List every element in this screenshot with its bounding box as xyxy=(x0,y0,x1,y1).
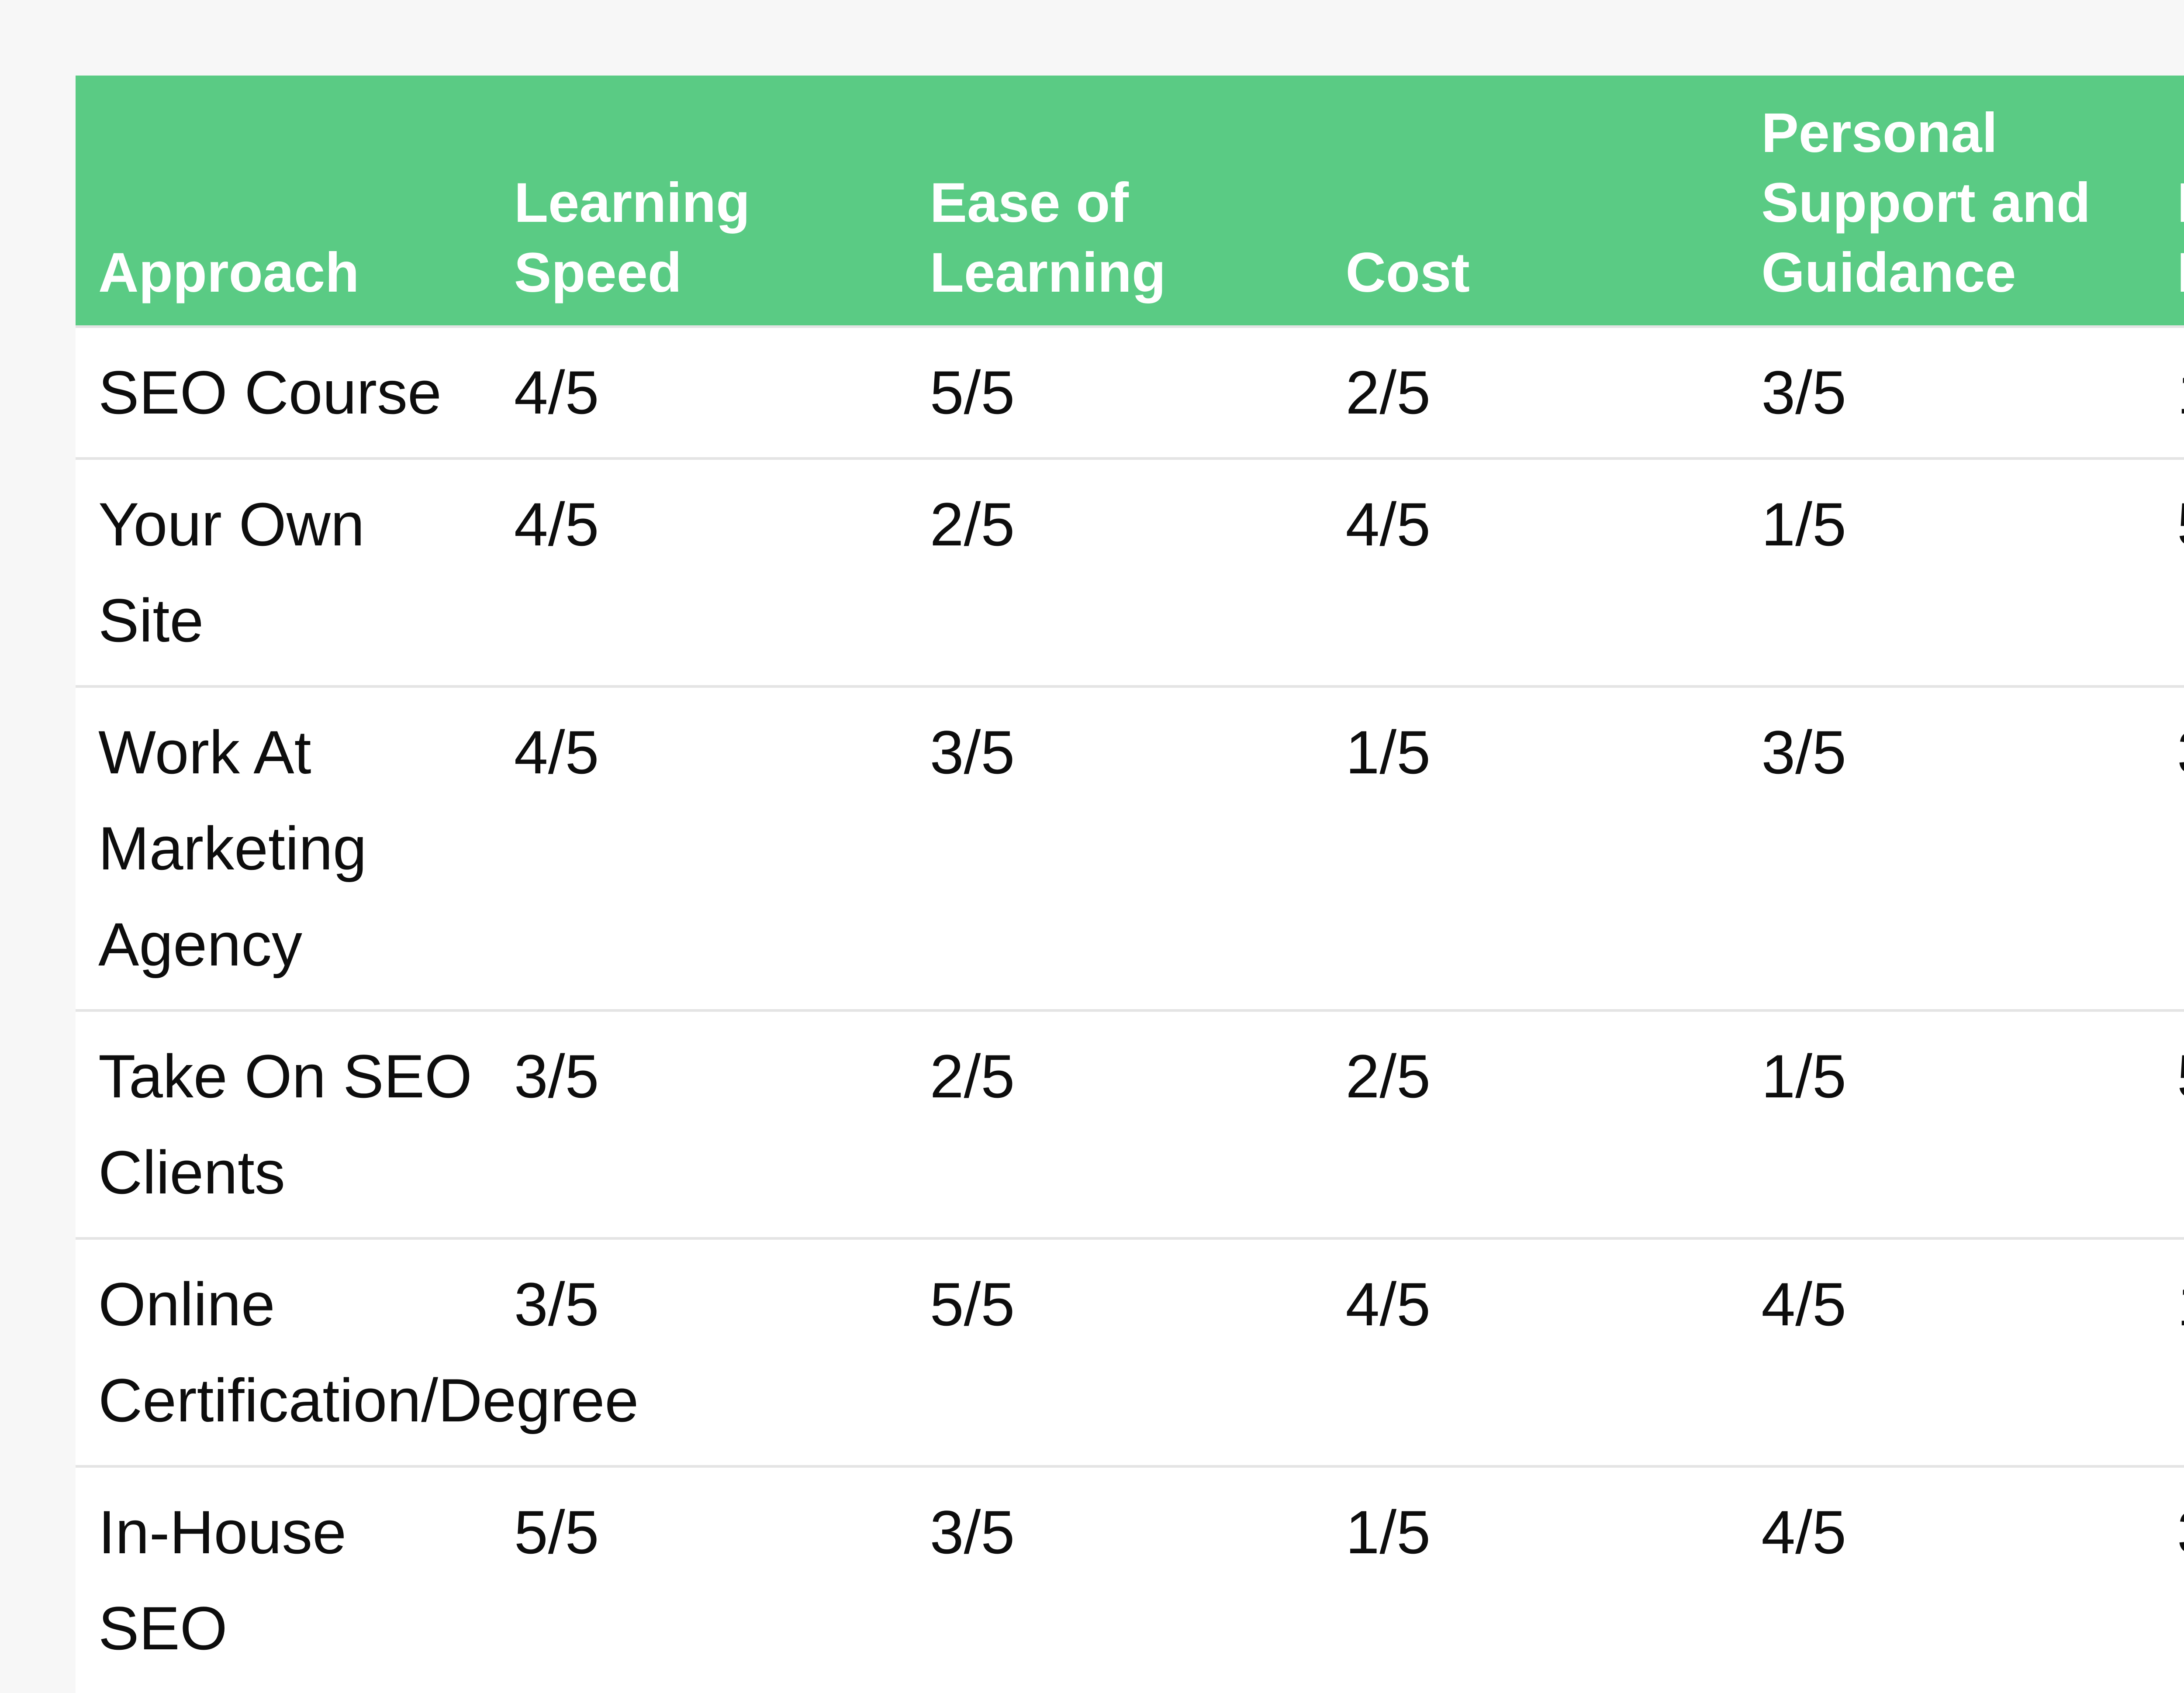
table-row: Take On SEO Clients 3/5 2/5 2/5 1/5 5/5 xyxy=(76,1010,2184,1238)
rating-cell: 1/5 xyxy=(1345,718,1431,786)
approach-cell: Online Certification/Degree xyxy=(98,1270,639,1434)
rating-cell: 3/5 xyxy=(1761,718,1846,786)
approach-cell: In-House SEO xyxy=(98,1498,347,1662)
rating-cell: 1/5 xyxy=(1761,1042,1846,1110)
rating-cell: 1/5 xyxy=(2154,327,2184,459)
rating-cell: 4/5 xyxy=(1345,1270,1431,1338)
rating-cell: 1/5 xyxy=(2154,1238,2184,1466)
table-row: SEO Course 4/5 5/5 2/5 3/5 1/5 xyxy=(76,327,2184,459)
rating-cell: 3/5 xyxy=(2154,1466,2184,1693)
approach-cell: Work At Marketing Agency xyxy=(98,718,367,979)
table-row: In-House SEO 5/5 3/5 1/5 4/5 3/5 xyxy=(76,1466,2184,1693)
rating-cell: 4/5 xyxy=(1761,1270,1846,1338)
rating-cell: 1/5 xyxy=(1761,490,1846,559)
rating-cell: 4/5 xyxy=(514,718,599,786)
rating-cell: 5/5 xyxy=(2154,459,2184,686)
rating-cell: 4/5 xyxy=(1345,490,1431,559)
approach-cell: Take On SEO Clients xyxy=(98,1042,472,1207)
rating-cell: 3/5 xyxy=(2154,686,2184,1010)
rating-cell: 2/5 xyxy=(1345,358,1431,427)
rating-cell: 5/5 xyxy=(514,1498,599,1566)
rating-cell: 5/5 xyxy=(2154,1010,2184,1238)
rating-cell: 3/5 xyxy=(514,1042,599,1110)
rating-cell: 1/5 xyxy=(1345,1498,1431,1566)
rating-cell: 2/5 xyxy=(1345,1042,1431,1110)
approach-cell: SEO Course xyxy=(98,358,442,427)
header-row: Approach Learning Speed Ease of Learning Co… xyxy=(76,76,2184,327)
rating-cell: 3/5 xyxy=(1761,358,1846,427)
rating-cell: 2/5 xyxy=(930,1042,1015,1110)
table-row: Work At Marketing Agency 4/5 3/5 1/5 3/5 3/5 xyxy=(76,686,2184,1010)
rating-cell: 5/5 xyxy=(930,358,1015,427)
approach-cell: Your Own Site xyxy=(98,490,365,655)
seo-approach-comparison-table: Approach Learning Speed Ease of Learning Co… xyxy=(76,76,2184,1693)
column-header-ease-of-learning: Ease of Learning xyxy=(907,76,1323,327)
page-background: { "theme": { "header_bg": "#5acb84", "he… xyxy=(76,76,2184,1662)
table-row: Your Own Site 4/5 2/5 4/5 1/5 5/5 xyxy=(76,459,2184,686)
rating-cell: 3/5 xyxy=(930,718,1015,786)
rating-cell: 5/5 xyxy=(930,1270,1015,1338)
rating-cell: 4/5 xyxy=(1761,1498,1846,1566)
rating-cell: 2/5 xyxy=(930,490,1015,559)
column-header-personal-support-and-guidance: Personal Support and Guidance xyxy=(1738,76,2155,327)
column-header-learning-speed: Learning Speed xyxy=(491,76,907,327)
rating-cell: 4/5 xyxy=(514,358,599,427)
rating-cell: 3/5 xyxy=(514,1270,599,1338)
rating-cell: 4/5 xyxy=(514,490,599,559)
table-header: Approach Learning Speed Ease of Learning Co… xyxy=(76,76,2184,327)
column-header-approach: Approach xyxy=(76,76,491,327)
comparison-table-container: Approach Learning Speed Ease of Learning Co… xyxy=(76,76,2184,1693)
column-header-putting-seo-into-practice: Putting SEO Into Practice xyxy=(2154,76,2184,327)
rating-cell: 3/5 xyxy=(930,1498,1015,1566)
column-header-cost: Cost xyxy=(1323,76,1739,327)
